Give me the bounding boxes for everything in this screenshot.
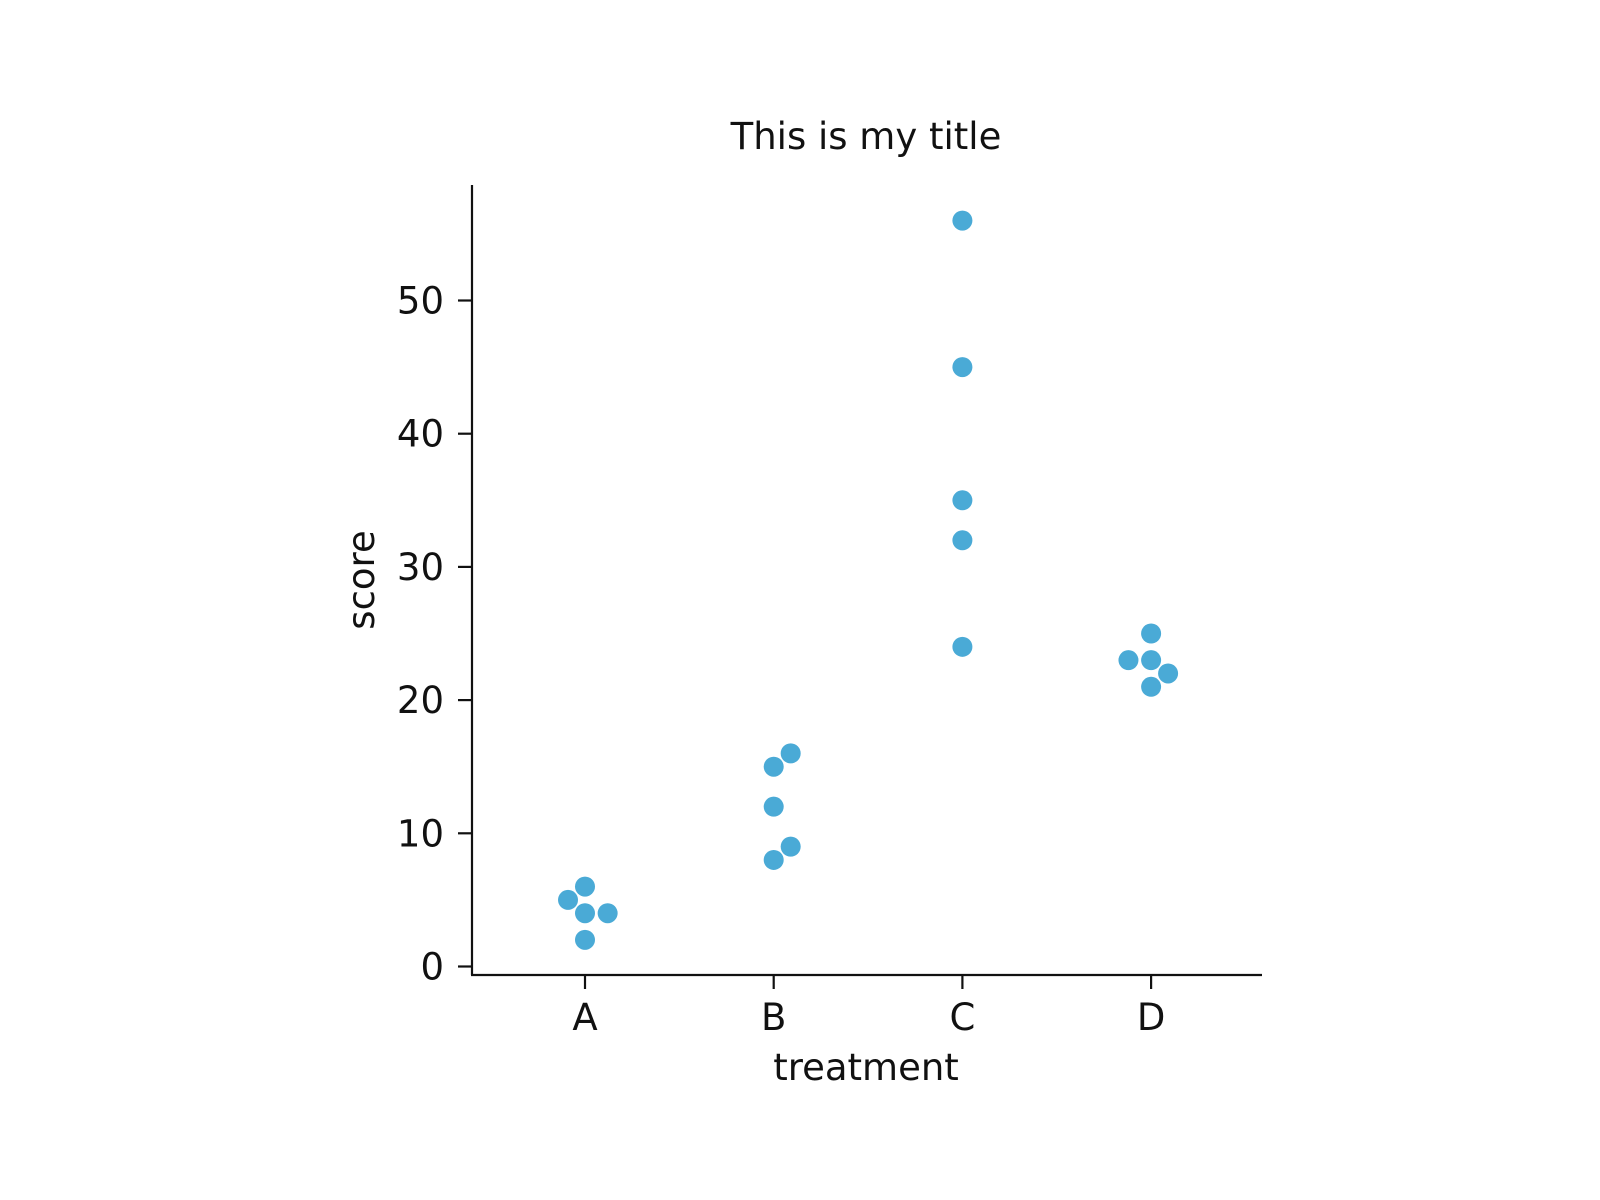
data-point-b [780, 836, 801, 857]
data-point-d [1158, 663, 1179, 684]
y-tick-label: 40 [397, 413, 444, 456]
x-tick-label: A [572, 996, 597, 1039]
y-axis-ticks: 0 10 20 30 40 50 [397, 280, 472, 989]
data-point-c [952, 636, 973, 657]
y-tick-label: 50 [397, 280, 444, 323]
x-tick-label: B [761, 996, 786, 1039]
data-point-c [952, 530, 973, 551]
data-point-b [763, 756, 784, 777]
data-point-b [763, 796, 784, 817]
x-axis-label: treatment [773, 1046, 959, 1089]
data-point-d [1141, 650, 1162, 671]
x-axis-ticks: A B C D [572, 975, 1165, 1039]
data-point-c [952, 490, 973, 511]
data-point-a [575, 903, 595, 924]
data-point-a [575, 929, 595, 950]
data-point-a [597, 903, 618, 924]
data-point-b [763, 849, 784, 870]
data-point-d [1141, 676, 1162, 697]
y-tick-label: 10 [397, 812, 444, 855]
data-point-b [780, 743, 801, 764]
data-points [558, 210, 1179, 950]
data-point-d [1141, 623, 1162, 644]
y-tick-label: 20 [397, 679, 444, 722]
chart-title: This is my title [730, 115, 1002, 158]
data-point-d [1118, 650, 1139, 671]
data-point-c [952, 357, 973, 378]
y-tick-label: 30 [397, 546, 444, 589]
x-tick-label: C [949, 996, 975, 1039]
data-point-a [558, 889, 579, 910]
data-point-c [952, 210, 973, 231]
y-axis-label: score [340, 530, 383, 629]
y-tick-label: 0 [420, 946, 444, 989]
data-point-a [575, 876, 595, 897]
x-tick-label: D [1137, 996, 1166, 1039]
